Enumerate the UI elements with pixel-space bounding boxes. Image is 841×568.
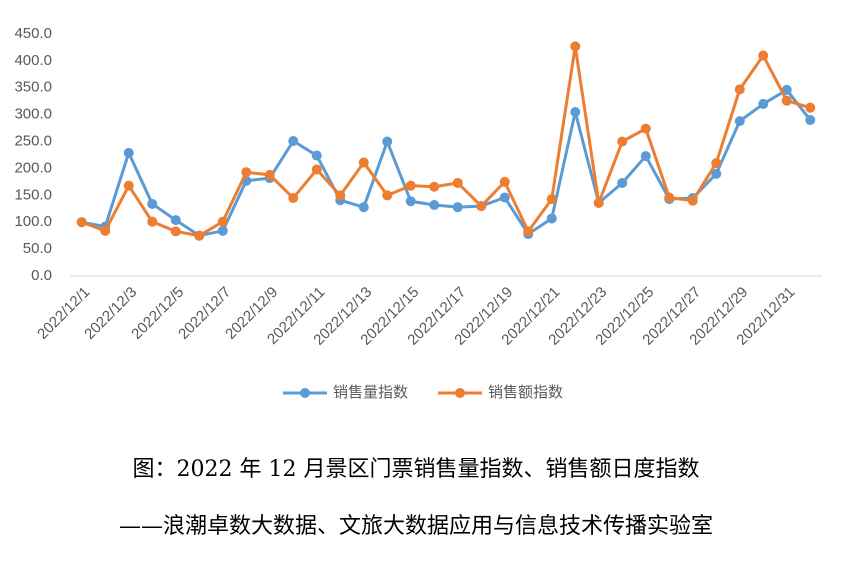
data-point [170,226,181,237]
data-point [288,193,299,204]
data-point [429,200,440,211]
y-tick-label: 150.0 [14,186,52,203]
data-point [758,98,769,109]
data-point [499,176,510,187]
caption-line: 图：2022 年 12 月景区门票销售量指数、销售额日度指数 [133,457,700,482]
data-point [288,136,299,147]
data-point [805,115,816,126]
data-point [76,217,87,228]
data-point [687,195,698,206]
data-point [523,226,534,237]
data-point [805,102,816,113]
y-tick-label: 0.0 [31,267,52,284]
y-tick-label: 400.0 [14,52,52,69]
y-tick-label: 50.0 [23,240,52,257]
data-point [640,123,651,134]
data-point [217,225,228,236]
data-point [123,180,134,191]
data-point [593,197,604,208]
data-point [570,106,581,117]
data-point [382,190,393,201]
data-point [570,41,581,52]
data-point [734,84,745,95]
data-point [546,194,557,205]
data-point [335,190,346,201]
data-point [546,213,557,224]
data-point [405,180,416,191]
data-point [311,150,322,161]
data-point [758,50,769,61]
y-tick-label: 450.0 [14,25,52,42]
data-point [429,181,440,192]
data-point [452,202,463,213]
data-point [147,198,158,209]
y-tick-label: 100.0 [14,213,52,230]
data-point [311,164,322,175]
data-point [194,230,205,241]
data-point [781,84,792,95]
legend-label: 销售额指数 [488,384,563,401]
data-point [664,192,675,203]
data-point [123,147,134,158]
data-point [100,225,111,236]
data-point [358,157,369,168]
legend-label: 销售量指数 [333,384,408,401]
y-tick-label: 350.0 [14,79,52,96]
data-point [452,177,463,188]
data-point [711,168,722,179]
data-point [734,116,745,127]
data-point [382,136,393,147]
data-point [358,202,369,213]
data-point [499,192,510,203]
data-point [147,216,158,227]
data-point [640,151,651,162]
data-point [241,167,252,178]
data-point [711,158,722,169]
data-point [264,169,275,180]
data-point [781,95,792,106]
caption-line: ——浪潮卓数大数据、文旅大数据应用与信息技术传播实验室 [119,514,713,539]
legend-marker [300,388,310,398]
data-point [217,216,228,227]
data-point [617,136,628,147]
data-point [405,196,416,207]
data-point [170,215,181,226]
legend-marker [455,388,465,398]
data-point [476,201,487,212]
y-tick-label: 250.0 [14,133,52,150]
data-point [617,177,628,188]
y-tick-label: 300.0 [14,106,52,123]
y-tick-label: 200.0 [14,159,52,176]
